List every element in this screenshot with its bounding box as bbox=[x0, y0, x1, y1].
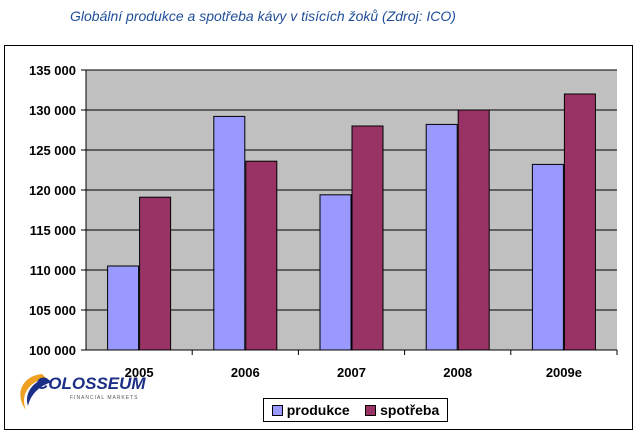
logo-swoosh-icon bbox=[20, 374, 52, 410]
colosseum-logo: COLOSSEUM FINANCIAL MARKETS bbox=[12, 366, 152, 418]
legend-swatch-spotreba bbox=[365, 404, 377, 416]
axes bbox=[81, 69, 618, 355]
y-tick-label: 125 000 bbox=[29, 143, 76, 158]
bar-produkce-2008 bbox=[425, 123, 458, 351]
y-tick-label: 105 000 bbox=[29, 303, 76, 318]
x-tick-label: 2005 bbox=[125, 365, 154, 380]
bar-produkce-2009e bbox=[531, 163, 564, 351]
bar-produkce-2006 bbox=[213, 115, 246, 351]
x-tick-label: 2009e bbox=[546, 365, 582, 380]
bar-spotreba-2009e bbox=[563, 93, 596, 351]
y-tick-label: 135 000 bbox=[29, 63, 76, 78]
tick-labels: 100 000 105 000 110 000 115 000 120 000 125 0… bbox=[29, 63, 582, 380]
y-tick-label: 115 000 bbox=[30, 223, 76, 238]
legend-label-produkce: produkce bbox=[286, 402, 350, 418]
x-tick-label: 2007 bbox=[337, 365, 366, 380]
bar-spotreba-2008 bbox=[457, 109, 490, 351]
legend-item-produkce: produkce bbox=[271, 402, 350, 418]
bar-spotreba-2005 bbox=[139, 196, 172, 351]
y-tick-label: 110 000 bbox=[30, 263, 76, 278]
logo-tagline: FINANCIAL MARKETS bbox=[70, 395, 139, 401]
legend-item-spotreba: spotřeba bbox=[365, 402, 439, 418]
bar-spotreba-2007 bbox=[351, 125, 384, 351]
legend-swatch-produkce bbox=[271, 404, 283, 416]
x-tick-label: 2006 bbox=[231, 365, 260, 380]
bar-produkce-2007 bbox=[319, 194, 352, 351]
legend-label-spotreba: spotřeba bbox=[380, 402, 440, 418]
bars bbox=[107, 93, 596, 351]
y-tick-label: 120 000 bbox=[29, 183, 76, 198]
y-tick-label: 100 000 bbox=[29, 343, 76, 358]
y-tick-label: 130 000 bbox=[29, 103, 76, 118]
chart-title: Globální produkce a spotřeba kávy v tisí… bbox=[70, 8, 456, 24]
bar-spotreba-2006 bbox=[245, 160, 278, 351]
bar-produkce-2005 bbox=[107, 265, 140, 351]
chart-legend: produkce spotřeba bbox=[263, 398, 448, 422]
x-tick-label: 2008 bbox=[443, 365, 472, 380]
logo-name: COLOSSEUM bbox=[36, 374, 146, 393]
